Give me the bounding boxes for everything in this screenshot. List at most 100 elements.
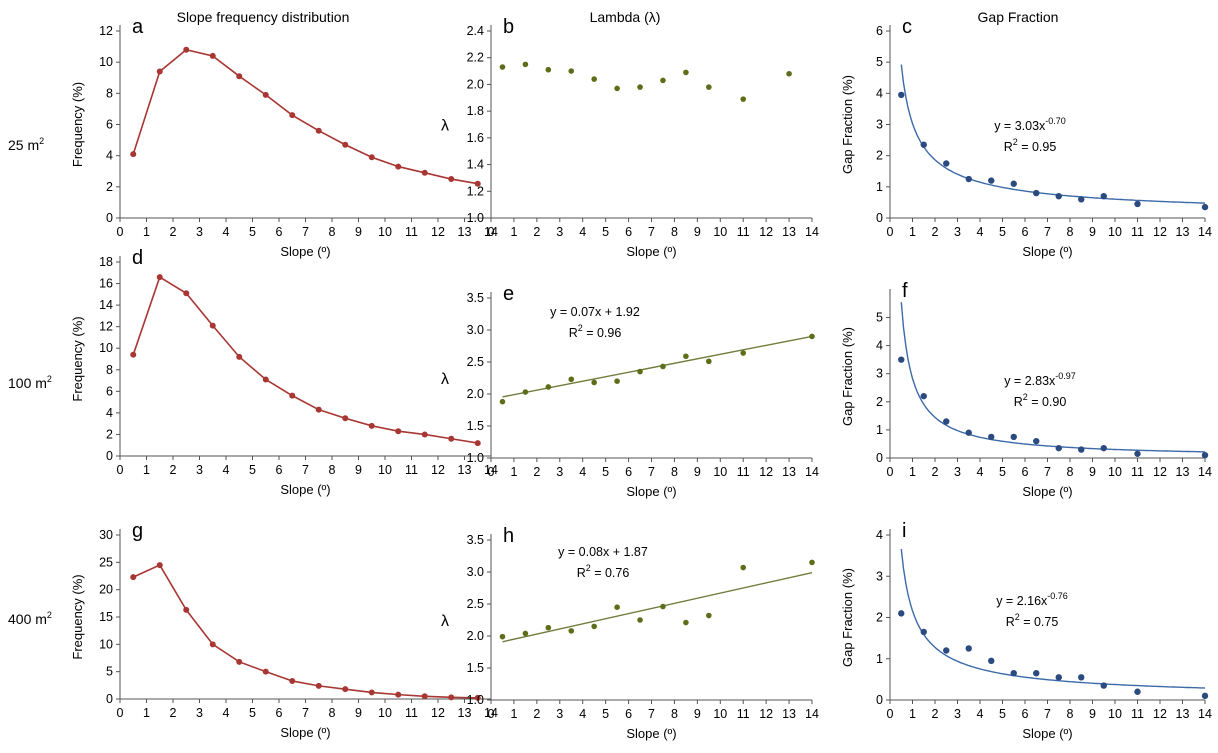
frequency-point xyxy=(236,353,243,360)
panel-letter: b xyxy=(503,16,514,38)
x-tick-label: 11 xyxy=(405,225,418,239)
x-tick-label: 9 xyxy=(1089,707,1096,721)
y-axis-label: Frequency (%) xyxy=(70,316,85,401)
gap-fraction-point xyxy=(1055,444,1062,452)
x-tick-label: 4 xyxy=(977,225,984,239)
gap-fraction-point xyxy=(943,160,950,167)
x-axis-label: Slope (º) xyxy=(626,726,676,741)
y-tick-label: 1.0 xyxy=(467,211,484,225)
x-tick-label: 13 xyxy=(1176,225,1190,239)
y-tick-label: 8 xyxy=(106,363,113,377)
gap-fraction-point xyxy=(1055,674,1062,681)
linear-fit-line xyxy=(502,571,813,643)
x-tick-label: 11 xyxy=(405,463,418,477)
fit-equation-exponent: -0.70 xyxy=(1045,116,1066,126)
gap-fraction-point xyxy=(898,610,905,617)
row-label-100: 100 m2 xyxy=(8,374,52,391)
x-axis-label: Slope (º) xyxy=(280,725,330,740)
x-tick-label: 1 xyxy=(909,225,916,239)
frequency-point xyxy=(209,641,216,648)
x-tick-label: 8 xyxy=(671,465,678,479)
frequency-point xyxy=(236,658,243,665)
x-tick-label: 6 xyxy=(1022,707,1029,721)
frequency-point xyxy=(130,351,137,358)
x-tick-label: 5 xyxy=(249,463,256,477)
x-tick-label: 10 xyxy=(378,225,392,239)
fit-equation-text: y = 0.07x + 1.92 xyxy=(550,305,640,319)
x-tick-label: 10 xyxy=(1108,707,1122,721)
x-tick-label: 12 xyxy=(1153,465,1167,479)
fit-equation-exponent: -0.76 xyxy=(1047,591,1068,601)
lambda-point xyxy=(568,376,575,383)
lambda-point xyxy=(614,378,620,385)
fit-equation: y = 3.03x-0.70 xyxy=(994,116,1066,133)
x-tick-label: 12 xyxy=(759,707,773,721)
y-axis-label: λ xyxy=(441,118,449,135)
gap-fraction-point xyxy=(965,429,972,436)
y-tick-label: 3 xyxy=(876,569,883,583)
x-tick-label: 6 xyxy=(625,225,632,239)
lambda-point xyxy=(568,628,575,634)
x-tick-label: 11 xyxy=(1131,707,1144,721)
x-tick-label: 5 xyxy=(602,225,609,239)
frequency-point xyxy=(183,46,190,53)
y-tick-label: 3.5 xyxy=(467,533,484,547)
x-tick-label: 14 xyxy=(484,463,498,477)
gap-fraction-point xyxy=(965,175,972,183)
y-tick-label: 4 xyxy=(876,528,883,542)
gap-fraction-point xyxy=(1134,450,1141,457)
frequency-point xyxy=(209,322,216,329)
y-axis-label: Gap Fraction (%) xyxy=(840,568,855,667)
fit-equation: y = 0.08x + 1.87 xyxy=(558,545,648,559)
frequency-point xyxy=(421,431,428,438)
x-tick-label: 11 xyxy=(737,225,750,239)
lambda-point xyxy=(683,619,689,626)
gap-fraction-point xyxy=(1201,451,1209,459)
x-tick-label: 14 xyxy=(805,465,819,479)
x-tick-label: 14 xyxy=(484,225,498,239)
gap-fraction-point xyxy=(1010,180,1017,187)
x-tick-label: 2 xyxy=(170,463,177,477)
gap-fraction-point xyxy=(1078,446,1085,453)
lambda-point xyxy=(591,379,597,386)
frequency-point xyxy=(368,422,375,429)
x-tick-label: 3 xyxy=(954,225,961,239)
y-tick-label: 4 xyxy=(876,339,883,353)
frequency-point xyxy=(315,406,322,413)
x-tick-label: 7 xyxy=(648,465,655,479)
lambda-point xyxy=(499,398,506,405)
x-tick-label: 6 xyxy=(276,706,283,720)
y-tick-label: 5 xyxy=(106,665,113,679)
gap-fraction-point xyxy=(1100,444,1107,452)
linear-fit-line xyxy=(502,335,813,398)
y-tick-label: 10 xyxy=(99,341,113,355)
x-tick-label: 13 xyxy=(782,707,796,721)
frequency-point xyxy=(183,290,190,297)
frequency-point xyxy=(156,68,163,75)
lambda-point xyxy=(660,603,666,610)
x-tick-label: 6 xyxy=(625,707,632,721)
x-tick-label: 7 xyxy=(302,463,309,477)
x-tick-label: 7 xyxy=(302,706,309,720)
x-tick-label: 1 xyxy=(909,465,916,479)
x-tick-label: 2 xyxy=(932,225,939,239)
panel-b: 0 1 2 3 4 5 6 7 8 9 10 11 12 13 141.01.21.41.61.82.02.… xyxy=(441,9,819,259)
lambda-point xyxy=(740,564,747,571)
y-tick-label: 2 xyxy=(876,611,883,625)
panel-letter: a xyxy=(132,16,144,38)
x-tick-label: 0 xyxy=(488,225,495,239)
y-tick-label: 1 xyxy=(876,180,883,194)
x-tick-label: 1 xyxy=(143,225,150,239)
lambda-point xyxy=(545,624,552,631)
power-fit-curve xyxy=(900,64,1206,204)
lambda-point xyxy=(706,358,712,365)
lambda-point xyxy=(637,617,643,623)
x-tick-label: 1 xyxy=(510,465,517,479)
row-label-400: 400 m2 xyxy=(8,610,52,627)
y-tick-label: 2.2 xyxy=(467,51,484,65)
x-tick-label: 3 xyxy=(196,463,203,477)
y-tick-label: 4 xyxy=(106,406,113,420)
x-tick-label: 13 xyxy=(1176,465,1190,479)
